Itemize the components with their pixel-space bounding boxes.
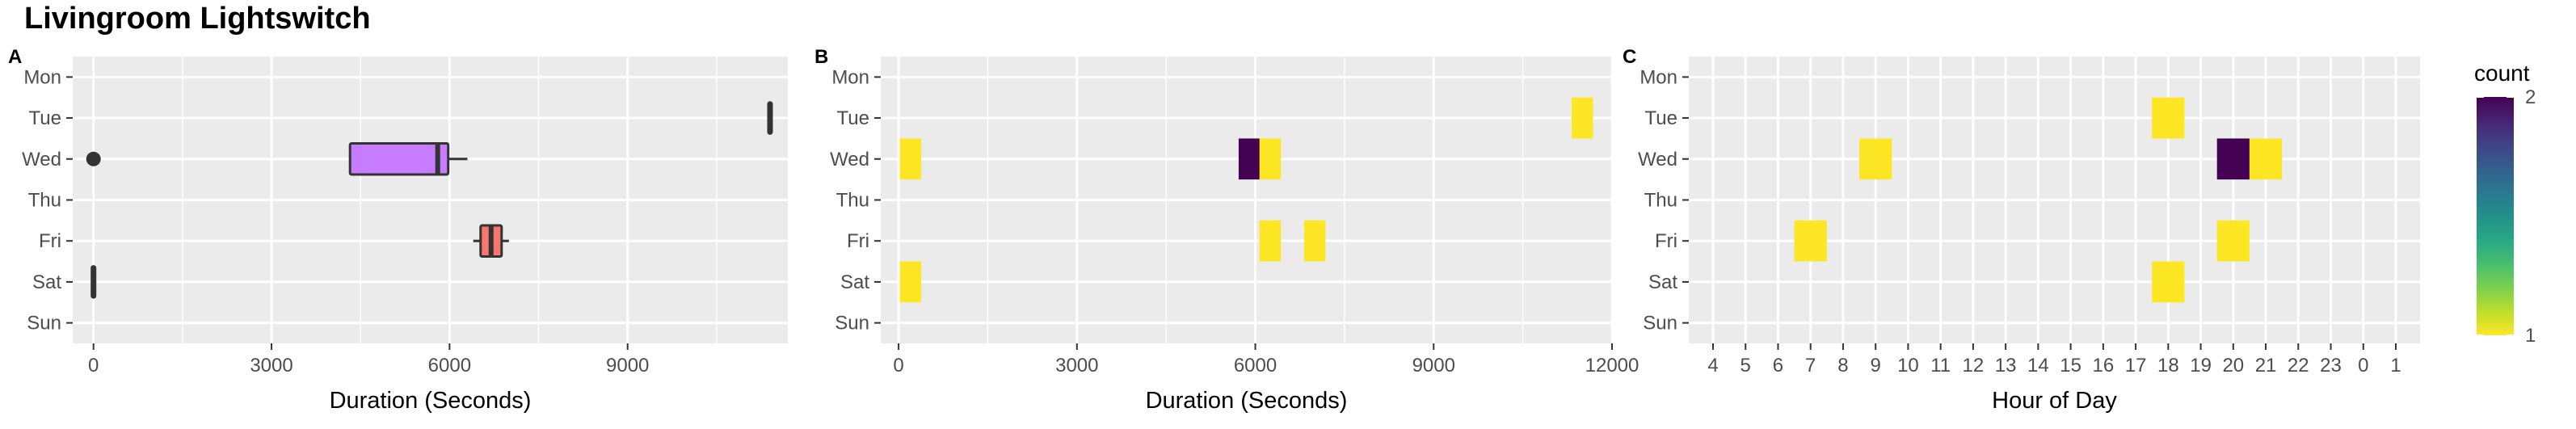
x-tick-label: 3000 <box>250 355 293 376</box>
x-tick-label: 9000 <box>1412 355 1455 376</box>
legend-title: count <box>2474 61 2530 86</box>
x-tick-label: 16 <box>2093 355 2115 376</box>
x-tick-label: 20 <box>2222 355 2244 376</box>
y-tick-label: Tue <box>29 107 61 129</box>
legend-colorbar <box>2477 97 2514 335</box>
chart-title: Livingroom Lightswitch <box>24 2 371 36</box>
legend-tick-label: 1 <box>2525 325 2536 347</box>
y-tick-label: Thu <box>1644 190 1677 212</box>
heatmap-cell <box>2152 261 2185 303</box>
x-tick-label: 11 <box>1930 355 1951 376</box>
heatmap-cell <box>1238 138 1261 180</box>
heatmap-cell <box>2152 97 2185 139</box>
y-tick-label: Fri <box>39 230 61 252</box>
x-tick-label: 1 <box>2390 355 2401 376</box>
box-wed <box>348 142 450 176</box>
x-tick-label: 0 <box>893 355 903 376</box>
x-axis-title: Duration (Seconds) <box>1146 388 1348 414</box>
x-tick-label: 9 <box>1871 355 1881 376</box>
x-tick-label: 6 <box>1773 355 1783 376</box>
y-tick-label: Mon <box>831 66 869 88</box>
y-tick-label: Mon <box>1639 66 1677 88</box>
heatmap-cell <box>2216 138 2250 180</box>
y-tick-label: Sat <box>32 271 61 293</box>
heatmap-cell <box>2216 220 2250 262</box>
y-tick-label: Tue <box>1645 107 1677 129</box>
y-tick-label: Wed <box>830 149 869 170</box>
x-tick-label: 4 <box>1707 355 1718 376</box>
panel-label: B <box>814 46 828 68</box>
x-tick-label: 9000 <box>606 355 649 376</box>
heatmap-cell <box>1259 220 1282 262</box>
x-tick-label: 12000 <box>1585 355 1639 376</box>
x-tick-label: 18 <box>2157 355 2179 376</box>
panel-label: A <box>8 46 22 68</box>
x-axis-title: Hour of Day <box>1992 388 2117 414</box>
x-tick-label: 7 <box>1805 355 1816 376</box>
y-tick-label: Thu <box>836 190 869 212</box>
legend-tick-label: 2 <box>2525 86 2536 108</box>
x-tick-label: 21 <box>2255 355 2277 376</box>
y-tick-label: Sat <box>1648 271 1677 293</box>
x-tick-label: 14 <box>2027 355 2049 376</box>
heatmap-cell <box>1259 138 1282 180</box>
x-tick-label: 19 <box>2190 355 2212 376</box>
x-tick-label: 23 <box>2320 355 2342 376</box>
y-tick-label: Tue <box>837 107 869 129</box>
y-tick-label: Wed <box>22 149 61 170</box>
x-tick-label: 12 <box>1963 355 1985 376</box>
x-tick-label: 0 <box>2358 355 2368 376</box>
heatmap-cell <box>899 261 922 303</box>
x-tick-label: 6000 <box>1234 355 1277 376</box>
y-tick-label: Thu <box>28 190 61 212</box>
y-tick-label: Sun <box>27 313 61 334</box>
x-tick-label: 13 <box>1995 355 2017 376</box>
y-tick-label: Sun <box>1643 313 1677 334</box>
x-tick-label: 0 <box>88 355 99 376</box>
y-tick-label: Sat <box>840 271 869 293</box>
heatmap-cell <box>2249 138 2283 180</box>
x-tick-label: 5 <box>1740 355 1751 376</box>
y-tick-label: Mon <box>23 66 61 88</box>
heatmap-cell <box>1794 220 1827 262</box>
heatmap-cell <box>1571 97 1593 139</box>
x-tick-label: 17 <box>2125 355 2147 376</box>
x-axis-title: Duration (Seconds) <box>330 388 532 414</box>
heatmap-cell <box>1859 138 1892 180</box>
x-tick-label: 8 <box>1837 355 1848 376</box>
y-tick-label: Wed <box>1638 149 1677 170</box>
x-tick-label: 15 <box>2060 355 2081 376</box>
x-tick-label: 10 <box>1897 355 1919 376</box>
box-outlier <box>86 151 101 166</box>
heatmap-cell <box>1303 220 1326 262</box>
y-tick-label: Fri <box>847 230 869 252</box>
heatmap-cell <box>899 138 922 180</box>
y-tick-label: Fri <box>1655 230 1677 252</box>
x-tick-label: 6000 <box>428 355 471 376</box>
y-tick-label: Sun <box>835 313 869 334</box>
x-tick-label: 3000 <box>1055 355 1098 376</box>
x-tick-label: 22 <box>2288 355 2309 376</box>
panel-label: C <box>1623 46 1636 68</box>
